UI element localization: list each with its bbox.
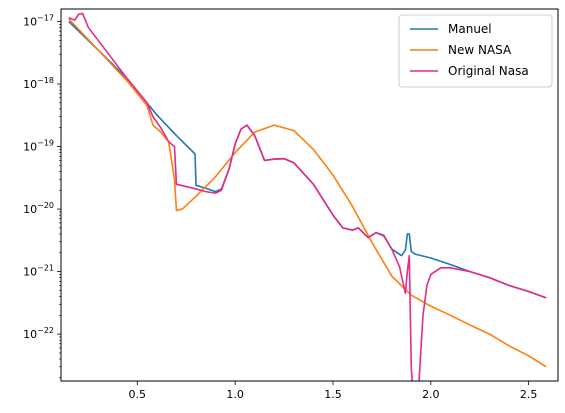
series-line-original-nasa xyxy=(68,12,547,381)
y-tick-label: 10−20 xyxy=(23,201,54,216)
y-tick-label: 10−21 xyxy=(23,264,54,279)
y-tick-label: 10−18 xyxy=(23,76,54,91)
x-tick-label: 1.0 xyxy=(226,388,244,401)
x-tick-label: 0.5 xyxy=(129,388,147,401)
legend: Manuel New NASA Original Nasa xyxy=(398,14,553,88)
x-tick-label: 2.0 xyxy=(422,388,440,401)
legend-label-new-nasa: New NASA xyxy=(448,43,512,57)
y-tick-label: 10−17 xyxy=(23,14,54,29)
legend-label-manuel: Manuel xyxy=(448,22,492,36)
y-tick-label: 10−19 xyxy=(23,139,54,154)
legend-box xyxy=(398,14,553,88)
plot-frame xyxy=(60,8,559,382)
x-axis: 0.5 1.0 1.5 2.0 2.5 xyxy=(129,381,538,401)
series-line-new-nasa xyxy=(68,18,547,368)
legend-label-original-nasa: Original Nasa xyxy=(448,64,529,78)
y-tick-label: 10−22 xyxy=(23,326,54,341)
series-layer xyxy=(68,12,547,381)
y-axis: 10−17 10−18 10−19 10−20 10−21 10−22 xyxy=(23,14,61,379)
x-tick-label: 1.5 xyxy=(324,388,342,401)
x-tick-label: 2.5 xyxy=(520,388,538,401)
